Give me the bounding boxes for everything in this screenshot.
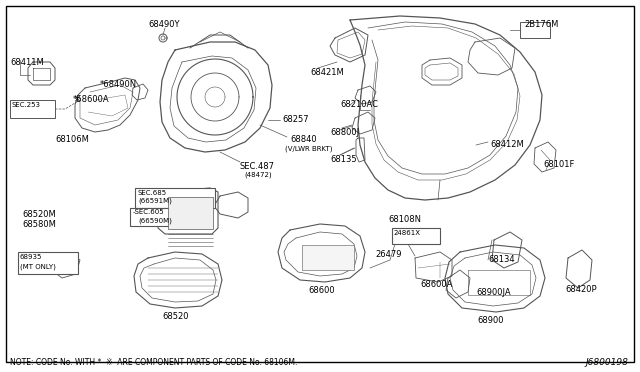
Text: 68108N: 68108N	[388, 215, 421, 224]
Text: 68800J: 68800J	[330, 128, 359, 137]
Bar	[18, 252, 78, 274]
Text: 68420P: 68420P	[565, 285, 596, 294]
Text: 68490Y: 68490Y	[148, 20, 179, 29]
Text: (MT ONLY): (MT ONLY)	[20, 263, 56, 269]
Text: 68210AC: 68210AC	[340, 100, 378, 109]
Text: 68580M: 68580M	[22, 220, 56, 229]
Text: 68600: 68600	[308, 286, 335, 295]
Text: 2B176M: 2B176M	[524, 20, 558, 29]
Bar	[135, 188, 215, 208]
Text: 68412M: 68412M	[490, 140, 524, 149]
Text: NOTE: CODE No. WITH *  ※  ARE COMPONENT PARTS OF CODE No. 68106M.: NOTE: CODE No. WITH * ※ ARE COMPONENT PA…	[10, 358, 298, 367]
Bar	[392, 228, 440, 244]
Bar	[168, 197, 213, 229]
Text: (66591M): (66591M)	[138, 198, 172, 205]
Text: (V/LWR BRKT): (V/LWR BRKT)	[285, 145, 333, 151]
Text: 68135: 68135	[330, 155, 356, 164]
Text: 68106M: 68106M	[55, 135, 89, 144]
Bar	[302, 245, 354, 270]
Text: 68411M: 68411M	[10, 58, 44, 67]
Text: 68257: 68257	[282, 115, 308, 124]
Bar	[520, 22, 550, 38]
Text: SEC.685: SEC.685	[138, 190, 167, 196]
Text: 68520: 68520	[162, 312, 189, 321]
Text: SEC.253: SEC.253	[12, 102, 41, 108]
Text: 68600A: 68600A	[420, 280, 452, 289]
Text: (66590M): (66590M)	[138, 217, 172, 224]
Text: 68101F: 68101F	[543, 160, 574, 169]
Text: ※: ※	[73, 95, 80, 104]
Text: J6800198: J6800198	[585, 358, 628, 367]
Text: (48472): (48472)	[244, 172, 271, 179]
Text: 68900JA: 68900JA	[476, 288, 511, 297]
Text: -SEC.605: -SEC.605	[133, 209, 164, 215]
Text: 68935: 68935	[20, 254, 42, 260]
Text: 68134: 68134	[488, 255, 515, 264]
Text: *68490N: *68490N	[100, 80, 137, 89]
Bar	[130, 208, 210, 226]
Bar	[10, 100, 55, 118]
Text: 26479: 26479	[375, 250, 401, 259]
Text: 68421M: 68421M	[310, 68, 344, 77]
Text: 68840: 68840	[290, 135, 317, 144]
Text: 24861X: 24861X	[394, 230, 421, 236]
Text: 68900: 68900	[477, 316, 504, 325]
Text: SEC.487: SEC.487	[240, 162, 275, 171]
Text: *68600A: *68600A	[73, 95, 109, 104]
Text: 68520M: 68520M	[22, 210, 56, 219]
